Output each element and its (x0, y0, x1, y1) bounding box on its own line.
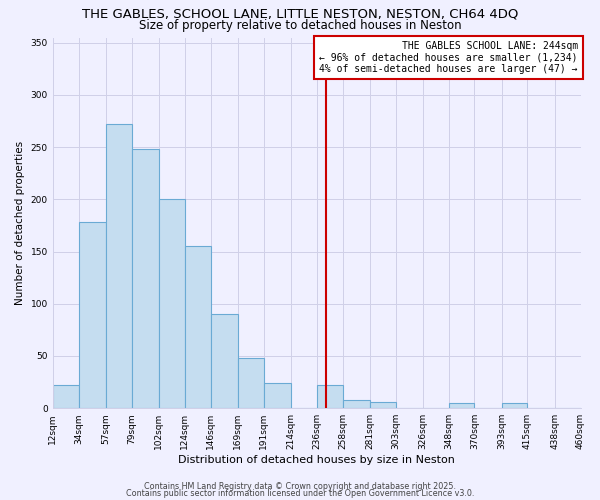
Text: THE GABLES SCHOOL LANE: 244sqm
← 96% of detached houses are smaller (1,234)
4% o: THE GABLES SCHOOL LANE: 244sqm ← 96% of … (319, 41, 578, 74)
Bar (370, 402, 395, 408)
Text: THE GABLES, SCHOOL LANE, LITTLE NESTON, NESTON, CH64 4DQ: THE GABLES, SCHOOL LANE, LITTLE NESTON, … (82, 8, 518, 20)
Text: Contains public sector information licensed under the Open Government Licence v3: Contains public sector information licen… (126, 489, 474, 498)
Bar (238, 358, 263, 408)
Bar (106, 124, 131, 408)
Bar (343, 400, 370, 408)
Bar (317, 385, 343, 408)
Bar (502, 403, 527, 408)
Bar (185, 246, 211, 408)
Bar (131, 149, 159, 408)
Bar (211, 314, 238, 408)
Bar (263, 383, 290, 408)
Bar (79, 222, 106, 408)
Text: Size of property relative to detached houses in Neston: Size of property relative to detached ho… (139, 18, 461, 32)
Y-axis label: Number of detached properties: Number of detached properties (15, 141, 25, 305)
Bar (53, 385, 79, 408)
Bar (159, 200, 185, 408)
X-axis label: Distribution of detached houses by size in Neston: Distribution of detached houses by size … (178, 455, 455, 465)
Text: Contains HM Land Registry data © Crown copyright and database right 2025.: Contains HM Land Registry data © Crown c… (144, 482, 456, 491)
Bar (449, 403, 475, 408)
